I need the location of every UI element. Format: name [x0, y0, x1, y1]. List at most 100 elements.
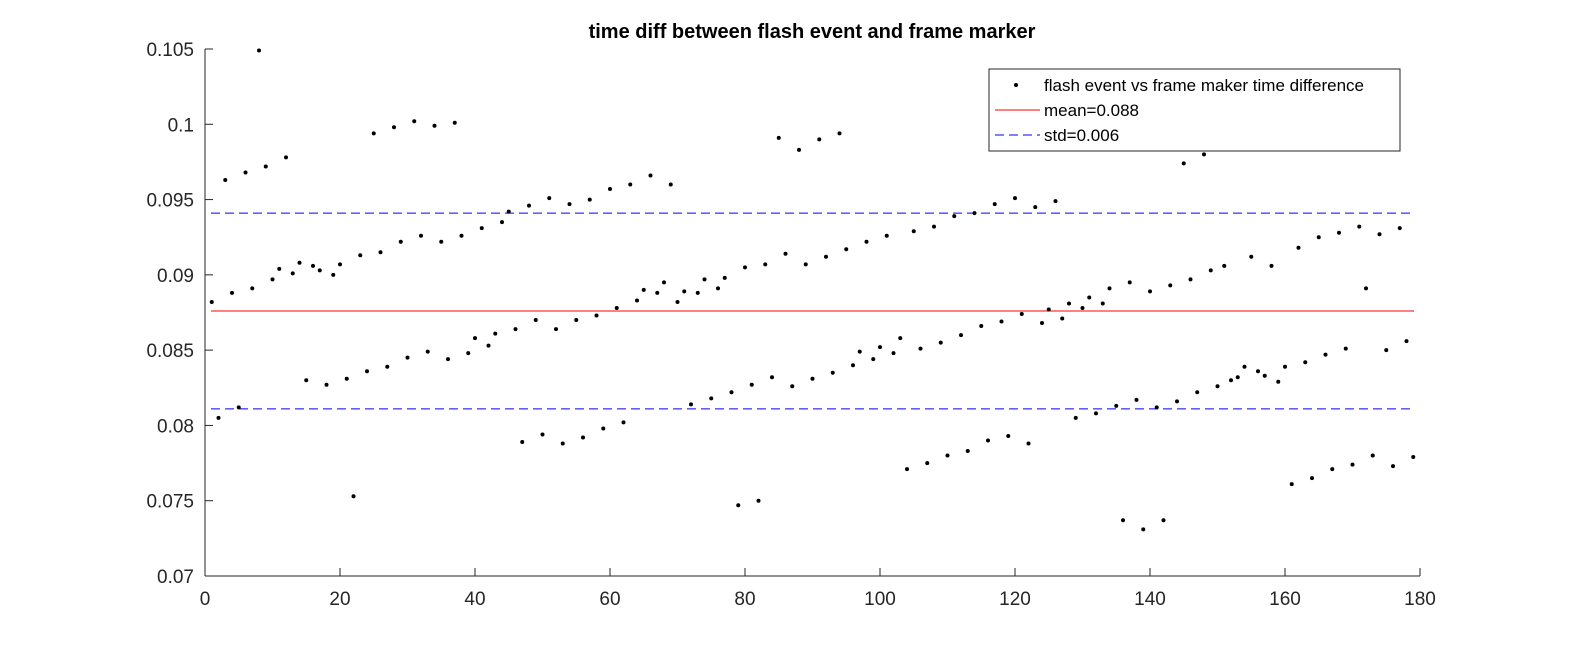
data-point — [432, 123, 437, 128]
data-point — [223, 177, 228, 182]
data-point — [1370, 453, 1375, 458]
data-point — [999, 319, 1004, 324]
data-point — [378, 250, 383, 255]
data-point — [709, 396, 714, 401]
data-point — [560, 441, 565, 446]
x-tick-label: 80 — [734, 589, 755, 610]
data-point — [844, 247, 849, 252]
data-point — [1343, 346, 1348, 351]
data-point — [486, 343, 491, 348]
data-point — [952, 214, 957, 219]
data-point — [864, 239, 869, 244]
data-point — [1148, 289, 1152, 294]
data-point — [1114, 403, 1119, 408]
data-point — [716, 286, 720, 291]
y-tick-label: 0.095 — [146, 191, 194, 212]
data-point — [317, 268, 322, 273]
data-point — [270, 277, 275, 282]
data-point — [506, 209, 511, 214]
data-point — [1067, 301, 1071, 306]
x-tick-label: 20 — [329, 589, 350, 610]
data-point — [392, 125, 396, 130]
legend-box — [988, 68, 1401, 152]
data-point — [1026, 441, 1031, 446]
data-point — [830, 370, 835, 375]
data-point — [263, 164, 268, 169]
data-point — [351, 494, 356, 499]
data-point — [344, 376, 349, 381]
data-point — [419, 233, 423, 238]
data-point — [702, 277, 707, 282]
data-point — [770, 375, 774, 380]
data-point — [1121, 518, 1125, 523]
data-point — [689, 402, 693, 407]
data-point — [371, 131, 376, 136]
data-point — [466, 351, 471, 356]
data-point — [1283, 364, 1287, 369]
data-points — [209, 48, 1416, 532]
legend-label: mean=0.088 — [1044, 101, 1139, 120]
data-point — [527, 203, 531, 208]
data-point — [1168, 283, 1173, 288]
data-point — [884, 233, 889, 238]
data-point — [1289, 482, 1294, 487]
data-point — [1404, 339, 1409, 344]
data-point — [986, 438, 990, 443]
data-point — [911, 229, 916, 234]
data-point — [1411, 455, 1416, 460]
data-point — [1323, 352, 1328, 357]
data-point — [587, 197, 592, 202]
data-point — [655, 290, 660, 295]
data-point — [803, 262, 808, 267]
data-point — [938, 340, 943, 345]
data-point — [1242, 364, 1247, 369]
data-point — [520, 439, 525, 444]
data-point — [1377, 232, 1382, 237]
data-point — [304, 378, 309, 383]
data-point — [790, 384, 795, 389]
data-point — [648, 173, 653, 178]
data-point — [871, 357, 876, 362]
x-tick-label: 140 — [1134, 589, 1166, 610]
data-point — [1181, 161, 1186, 166]
data-point — [1033, 205, 1038, 210]
data-point — [797, 147, 801, 152]
legend-marker-icon — [1014, 83, 1018, 87]
x-tick-label: 160 — [1269, 589, 1301, 610]
data-point — [1175, 399, 1179, 404]
data-point — [1107, 286, 1112, 291]
data-point — [1310, 476, 1314, 481]
data-point — [446, 357, 450, 362]
data-point — [635, 298, 639, 303]
data-point — [1141, 527, 1146, 532]
data-point — [1161, 518, 1166, 523]
data-point — [959, 333, 963, 338]
chart-title: time diff between flash event and frame … — [589, 21, 1036, 43]
data-point — [1087, 295, 1092, 300]
data-point — [905, 467, 909, 472]
data-point — [297, 260, 302, 265]
y-tick-label: 0.075 — [146, 492, 194, 513]
data-point — [979, 324, 984, 329]
data-point — [776, 135, 781, 140]
data-point — [1040, 321, 1044, 326]
data-point — [1100, 301, 1105, 306]
data-point — [277, 266, 282, 271]
data-point — [1357, 224, 1362, 229]
data-point — [1256, 369, 1260, 374]
data-point — [1154, 405, 1159, 410]
data-point — [1350, 462, 1355, 467]
data-point — [1208, 268, 1213, 273]
data-point — [493, 331, 498, 336]
data-point — [668, 182, 673, 187]
data-point — [331, 272, 336, 277]
data-point — [1276, 379, 1281, 384]
data-point — [236, 405, 241, 410]
data-point — [1384, 348, 1389, 353]
data-point — [1053, 199, 1058, 204]
data-point — [1094, 411, 1098, 416]
data-point — [878, 345, 882, 350]
data-point — [817, 137, 822, 142]
data-point — [1296, 245, 1301, 250]
